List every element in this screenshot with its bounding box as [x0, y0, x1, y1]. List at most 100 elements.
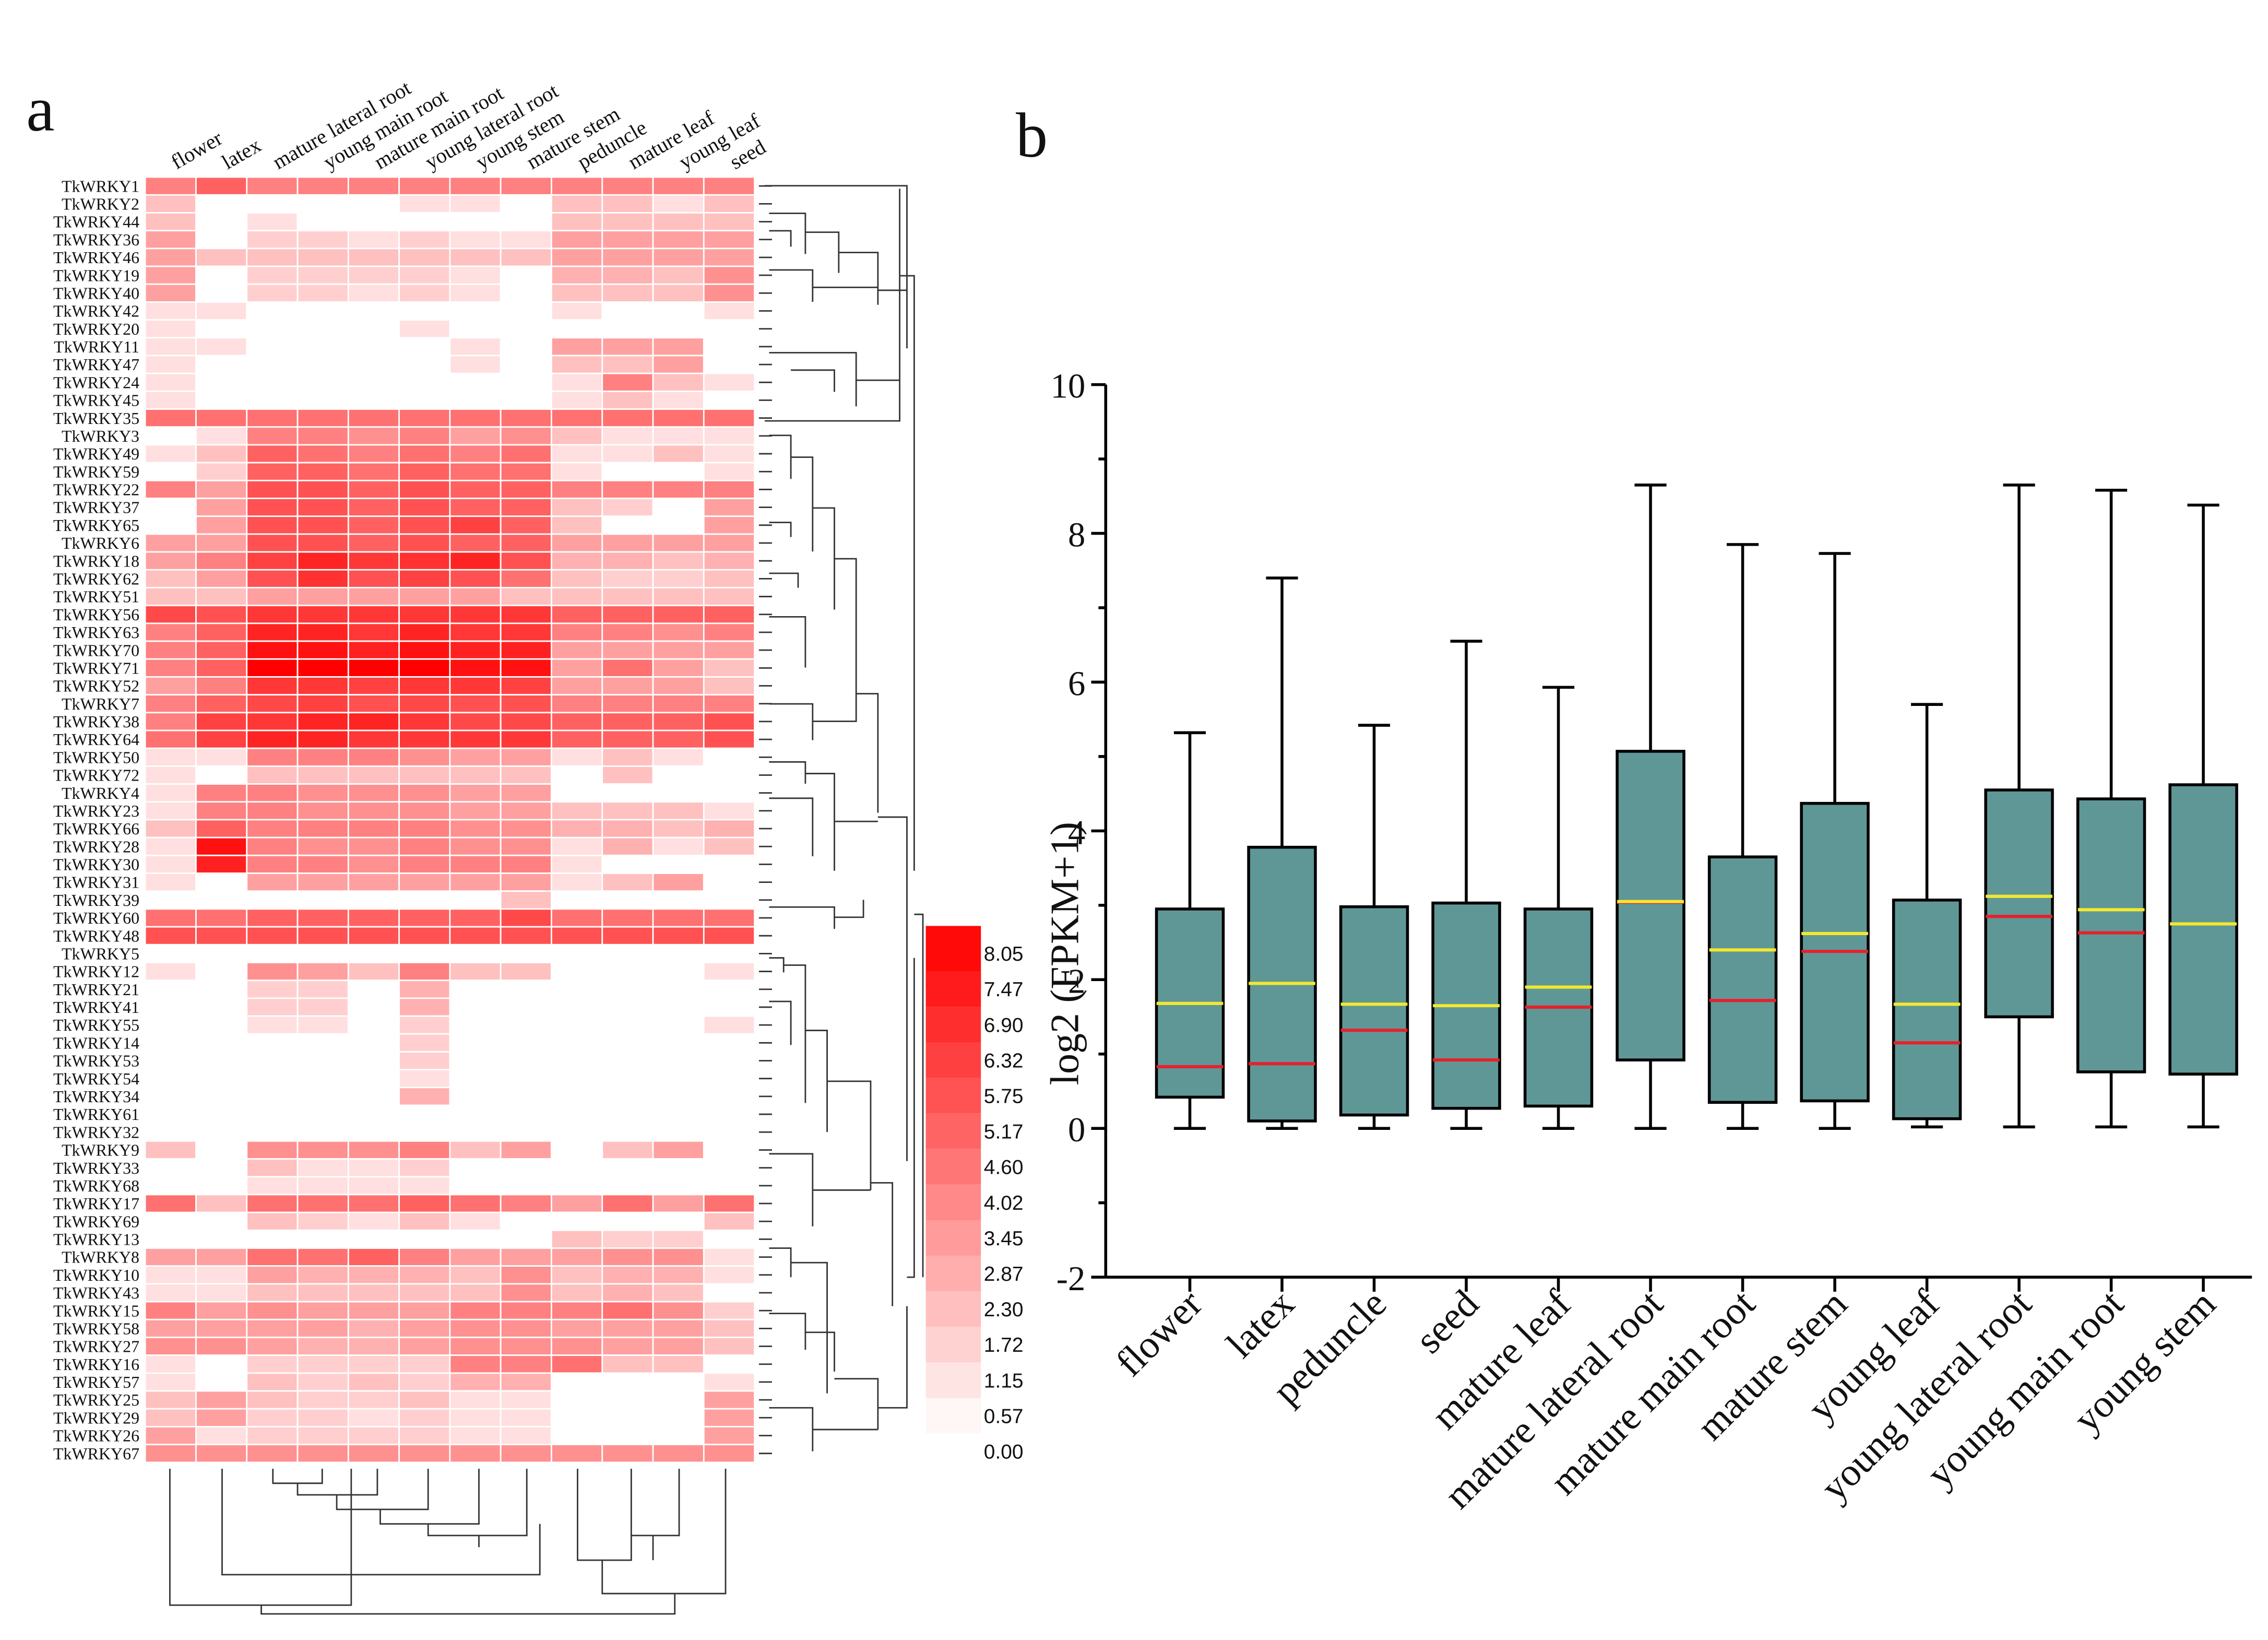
heatmap-cell [449, 587, 502, 607]
colorbar-label: 5.17 [984, 1121, 1024, 1143]
heatmap-cell [195, 908, 248, 928]
colorbar-label: 2.30 [984, 1299, 1024, 1321]
heatmap-cell [601, 194, 654, 214]
heatmap-cell [601, 230, 654, 250]
heatmap-cell [398, 729, 451, 749]
heatmap-cell [246, 765, 299, 785]
heatmap-cell [195, 283, 248, 303]
heatmap-cell [195, 230, 248, 250]
heatmap-cell [398, 587, 451, 607]
heatmap-cell [246, 908, 299, 928]
heatmap-cell [398, 1069, 451, 1089]
heatmap-cell [144, 1354, 197, 1374]
heatmap-cell [347, 247, 400, 267]
dendrogram [169, 1469, 727, 1615]
heatmap-cell [601, 1372, 654, 1392]
heatmap-cell [449, 462, 502, 481]
heatmap-cell [144, 1015, 197, 1035]
heatmap-cell [246, 1176, 299, 1196]
heatmap-cell [703, 569, 756, 588]
heatmap-cell [347, 1194, 400, 1213]
row-label: TkWRKY52 [53, 677, 139, 695]
heatmap-cell [500, 1426, 552, 1445]
heatmap-cell [703, 1122, 756, 1142]
heatmap-cell [296, 1176, 349, 1196]
heatmap-cell [601, 319, 654, 339]
heatmap-cell [449, 391, 502, 410]
heatmap-cell [551, 372, 603, 392]
heatmap-cell [703, 1158, 756, 1178]
heatmap-cell [347, 569, 400, 588]
heatmap-cell [652, 819, 705, 839]
heatmap-cell [652, 1426, 705, 1445]
heatmap-cell [703, 1211, 756, 1231]
heatmap-cell [347, 551, 400, 571]
heatmap-cell [551, 872, 603, 892]
heatmap-cell [398, 426, 451, 446]
heatmap-cell [601, 444, 654, 464]
colorbar-step [925, 1362, 981, 1398]
heatmap-cell [296, 551, 349, 571]
row-label: TkWRKY61 [53, 1105, 139, 1124]
colorbar-step [925, 1007, 981, 1043]
heatmap-cell [246, 1318, 299, 1338]
heatmap-cell [144, 801, 197, 821]
heatmap-cell [551, 337, 603, 357]
heatmap-cell [703, 1194, 756, 1213]
heatmap-cell [551, 747, 603, 767]
heatmap-cell [195, 729, 248, 749]
heatmap-cell [551, 676, 603, 696]
y-tick-label: 8 [1068, 516, 1085, 554]
row-label: TkWRKY47 [53, 356, 139, 374]
heatmap-cell [246, 694, 299, 714]
heatmap-cell [449, 854, 502, 874]
heatmap-cell [144, 980, 197, 999]
heatmap-cell [703, 212, 756, 232]
heatmap-cell [347, 444, 400, 464]
heatmap-cell [195, 212, 248, 232]
heatmap-cell [703, 1247, 756, 1267]
heatmap-cell [500, 980, 552, 999]
heatmap-cell [144, 1408, 197, 1427]
heatmap-cell [449, 337, 502, 357]
heatmap-cell [449, 819, 502, 839]
heatmap-cell [601, 997, 654, 1017]
heatmap-cell [398, 908, 451, 928]
heatmap-cell [500, 391, 552, 410]
heatmap-cell [246, 1122, 299, 1142]
heatmap-cell [703, 1033, 756, 1053]
heatmap-cell [449, 1122, 502, 1142]
heatmap-cell [398, 1104, 451, 1124]
heatmap-cell [398, 1194, 451, 1213]
heatmap-cell [195, 854, 248, 874]
heatmap-cell [601, 176, 654, 196]
heatmap-cell [347, 605, 400, 624]
heatmap-cell [652, 854, 705, 874]
heatmap-cell [296, 462, 349, 481]
heatmap-cell [296, 1051, 349, 1070]
heatmap-cell [449, 658, 502, 678]
heatmap-cell [703, 479, 756, 499]
heatmap-cell [398, 622, 451, 642]
heatmap-cell [500, 533, 552, 553]
heatmap-cell [398, 676, 451, 696]
heatmap-cell [195, 1301, 248, 1320]
heatmap-cell [500, 408, 552, 428]
heatmap-cell [449, 444, 502, 464]
heatmap-cell [449, 1015, 502, 1035]
heatmap-cell [195, 1408, 248, 1427]
heatmap-cell [347, 301, 400, 321]
heatmap-cell [449, 962, 502, 982]
heatmap-cell [144, 890, 197, 910]
heatmap-cell [601, 943, 654, 963]
heatmap-cell [296, 997, 349, 1017]
heatmap-cell [246, 1444, 299, 1464]
heatmap-cell [398, 551, 451, 571]
heatmap-cell [652, 676, 705, 696]
heatmap-cell [144, 444, 197, 464]
heatmap-cell [500, 1194, 552, 1213]
heatmap-cell [601, 1426, 654, 1445]
row-label: TkWRKY23 [53, 802, 139, 820]
heatmap-cell [347, 694, 400, 714]
heatmap-cell [195, 1337, 248, 1356]
